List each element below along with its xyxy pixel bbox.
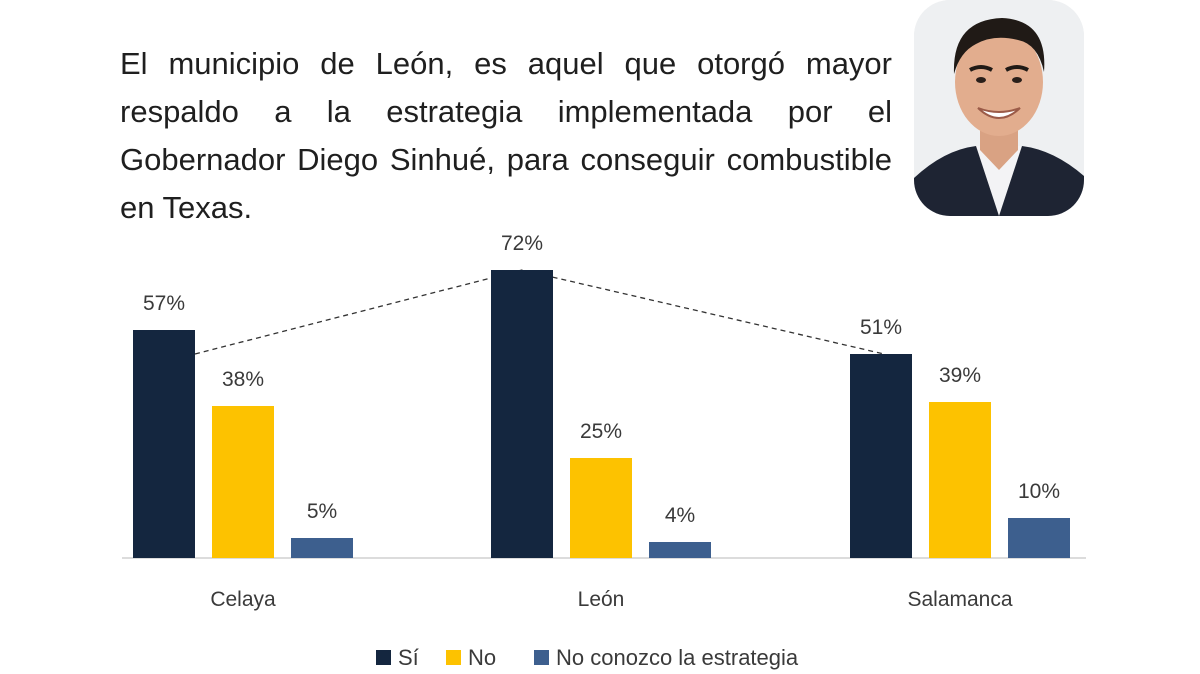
value-label-celaya-si: 57% (143, 292, 185, 315)
legend-label-no-conozco: No conozco la estrategia (556, 645, 799, 670)
legend-label-no: No (468, 645, 496, 670)
value-label-celaya-no-conozco: 5% (307, 500, 337, 523)
legend-label-si: Sí (398, 645, 419, 670)
headline-text: El municipio de León, es aquel que otorg… (120, 46, 892, 225)
legend: Sí No No conozco la estrategia (376, 645, 799, 670)
bar-celaya-si (133, 330, 195, 558)
bar-leon-si (491, 270, 553, 558)
category-label: Celaya (210, 588, 276, 611)
bar-leon-no (570, 458, 632, 558)
value-label-salamanca-si: 51% (860, 316, 902, 339)
value-label-celaya-no: 38% (222, 368, 264, 391)
legend-swatch-no (446, 650, 461, 665)
governor-portrait (914, 0, 1084, 216)
value-label-salamanca-no-conozco: 10% (1018, 480, 1060, 503)
bar-celaya-no-conozco (291, 538, 353, 558)
bar-leon-no-conozco (649, 542, 711, 558)
bar-salamanca-si (850, 354, 912, 558)
category-label: Salamanca (907, 588, 1012, 611)
value-label-salamanca-no: 39% (939, 364, 981, 387)
legend-swatch-no-conozco (534, 650, 549, 665)
value-label-leon-no-conozco: 4% (665, 504, 695, 527)
category-label: León (578, 588, 625, 611)
bar-salamanca-no (929, 402, 991, 558)
bar-salamanca-no-conozco (1008, 518, 1070, 558)
value-label-leon-si: 72% (501, 232, 543, 255)
legend-swatch-si (376, 650, 391, 665)
value-label-leon-no: 25% (580, 420, 622, 443)
bar-celaya-no (212, 406, 274, 558)
